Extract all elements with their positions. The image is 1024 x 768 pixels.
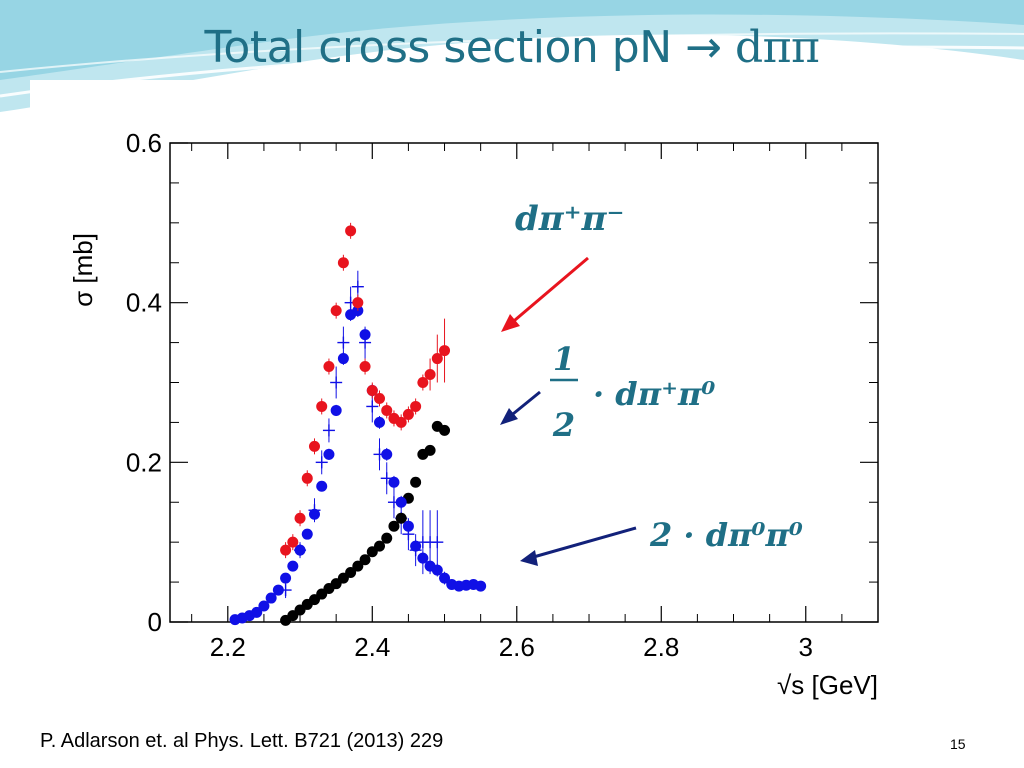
x-tick-label: 2.8 bbox=[643, 632, 679, 662]
data-point-red bbox=[308, 440, 320, 452]
data-point-blue bbox=[308, 508, 320, 520]
title-symbol: dππ bbox=[721, 22, 820, 73]
data-point-blue bbox=[374, 416, 386, 428]
data-point-black bbox=[359, 554, 371, 566]
annotation-red-label: dπ⁺π⁻ bbox=[515, 199, 624, 239]
data-point-red bbox=[395, 416, 407, 428]
data-point-blue bbox=[323, 448, 335, 460]
x-tick-label: 3 bbox=[799, 632, 813, 662]
data-point-blue bbox=[301, 528, 313, 540]
citation: P. Adlarson et. al Phys. Lett. B721 (201… bbox=[40, 730, 444, 752]
slide-title-text: Total cross section pN bbox=[204, 22, 686, 73]
y-tick-label: 0.4 bbox=[126, 288, 162, 318]
data-point-blue bbox=[417, 552, 429, 564]
data-point-black bbox=[352, 560, 364, 572]
arrow-red-head bbox=[501, 314, 520, 332]
data-point-red bbox=[294, 512, 306, 524]
data-point-red bbox=[337, 257, 349, 269]
data-point-black bbox=[439, 424, 451, 436]
x-tick-label: 2.2 bbox=[210, 632, 246, 662]
data-point-red bbox=[366, 384, 378, 396]
data-point-red bbox=[381, 404, 393, 416]
data-point-red bbox=[402, 408, 414, 420]
x-axis-label: √s [GeV] bbox=[777, 670, 878, 700]
data-point-blue bbox=[337, 353, 349, 365]
data-point-black bbox=[395, 512, 407, 524]
data-point-blue bbox=[272, 584, 284, 596]
data-point-black bbox=[388, 520, 400, 532]
data-point-black bbox=[374, 540, 386, 552]
data-point-red bbox=[431, 353, 443, 365]
cross-section-chart: 2.2 2.4 2.6 2.8 300.20.40.6 σ [mb] √s [GeV] … bbox=[68, 128, 879, 700]
y-tick-label: 0 bbox=[148, 607, 162, 637]
data-point-blue bbox=[287, 560, 299, 572]
data-point-blue bbox=[439, 572, 451, 584]
arrow-blue-head bbox=[520, 550, 538, 566]
data-point-blue bbox=[294, 544, 306, 556]
annotation-fraction-den: 2 bbox=[552, 406, 575, 444]
data-point-blue bbox=[280, 572, 292, 584]
data-point-red bbox=[287, 536, 299, 548]
title-arrow: → bbox=[685, 22, 722, 73]
data-point-blue bbox=[330, 404, 342, 416]
y-axis-label: σ [mb] bbox=[68, 233, 98, 307]
slide-number: 15 bbox=[950, 736, 966, 752]
arrow-blue-shaft bbox=[529, 526, 637, 560]
data-point-blue bbox=[395, 496, 407, 508]
data-point-red bbox=[410, 400, 422, 412]
axis-ticks: 2.2 2.4 2.6 2.8 3 0 0.2 0.4 0.6 bbox=[126, 128, 879, 662]
data-point-red bbox=[316, 400, 328, 412]
data-point-red bbox=[301, 472, 313, 484]
data-point-red bbox=[359, 361, 371, 373]
data-point-red bbox=[439, 345, 451, 357]
data-point-blue bbox=[410, 540, 422, 552]
data-point-blue bbox=[265, 592, 277, 604]
y-tick-label: 0.6 bbox=[126, 128, 162, 158]
data-point-black bbox=[410, 476, 422, 488]
data-point-red bbox=[280, 544, 292, 556]
annotation-dpi-plus-minus: dπ⁺π⁻ bbox=[501, 199, 624, 332]
data-point-blue bbox=[381, 448, 393, 460]
annotation-blue-label: 2 · dπ⁰π⁰ bbox=[649, 516, 803, 554]
y-tick-label: 0.2 bbox=[126, 447, 162, 477]
data-point-red bbox=[424, 369, 436, 381]
annotation-fraction-num: 1 bbox=[553, 340, 575, 378]
data-point-blue bbox=[475, 580, 487, 592]
annotation-black-label: · dπ⁺π⁰ bbox=[593, 375, 715, 413]
data-point-blue bbox=[388, 476, 400, 488]
data-point-red bbox=[352, 297, 364, 309]
data-point-red bbox=[323, 361, 335, 373]
data-point-black bbox=[424, 444, 436, 456]
x-tick-label: 2.4 bbox=[354, 632, 390, 662]
data-marks bbox=[229, 222, 487, 626]
data-point-blue bbox=[359, 329, 371, 341]
data-point-black bbox=[345, 567, 357, 579]
arrow-black-head bbox=[500, 408, 518, 425]
data-point-blue bbox=[258, 600, 270, 612]
annotation-two-dpi-zero-zero: 2 · dπ⁰π⁰ bbox=[520, 516, 803, 566]
data-point-red bbox=[417, 377, 429, 388]
x-tick-label: 2.6 bbox=[499, 632, 535, 662]
data-point-blue bbox=[431, 564, 443, 576]
data-point-red bbox=[374, 392, 386, 404]
arrow-red-shaft bbox=[507, 256, 589, 328]
data-point-blue bbox=[402, 520, 414, 532]
plot-panel: 2.2 2.4 2.6 2.8 3 0 0.2 0.4 0.6 σ [mb] √s [GeV] … bbox=[30, 80, 974, 715]
data-point-blue bbox=[251, 606, 263, 618]
data-point-blue bbox=[316, 480, 328, 492]
annotation-half-dpi-plus-zero: 1 2 · dπ⁺π⁰ bbox=[500, 340, 715, 444]
data-point-red bbox=[330, 305, 342, 317]
data-point-black bbox=[381, 532, 393, 544]
data-point-red bbox=[345, 225, 357, 237]
slide-title: Total cross section pN → dππ bbox=[0, 22, 1024, 73]
